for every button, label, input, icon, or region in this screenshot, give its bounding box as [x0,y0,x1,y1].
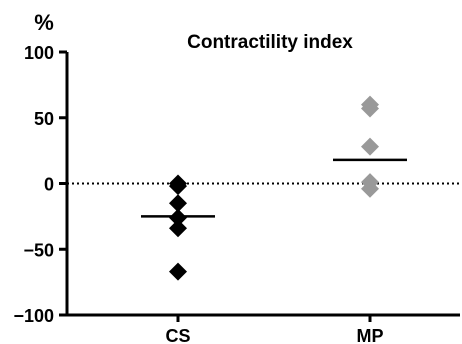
plot-area [67,95,460,281]
y-tick-label: 50 [34,109,54,129]
y-tick-label: −100 [13,306,54,326]
data-point-mp [361,137,379,156]
y-axis-label: % [34,10,54,35]
y-tick-label: 0 [44,175,54,195]
x-tick-label: MP [357,326,384,344]
x-ticks: CS MP [165,315,384,344]
x-tick-label: CS [165,326,190,344]
data-point-mp [361,179,379,198]
y-tick-label: 100 [24,43,54,63]
data-point-mp [361,99,379,118]
data-point-cs [169,208,187,227]
chart-title: Contractility index [187,32,353,53]
data-point-cs [169,177,187,196]
y-ticks: 100 50 0 −50 −100 [13,43,67,326]
data-point-cs [169,219,187,238]
y-tick-label: −50 [23,240,54,260]
data-point-cs [169,194,187,213]
data-point-cs [169,262,187,281]
